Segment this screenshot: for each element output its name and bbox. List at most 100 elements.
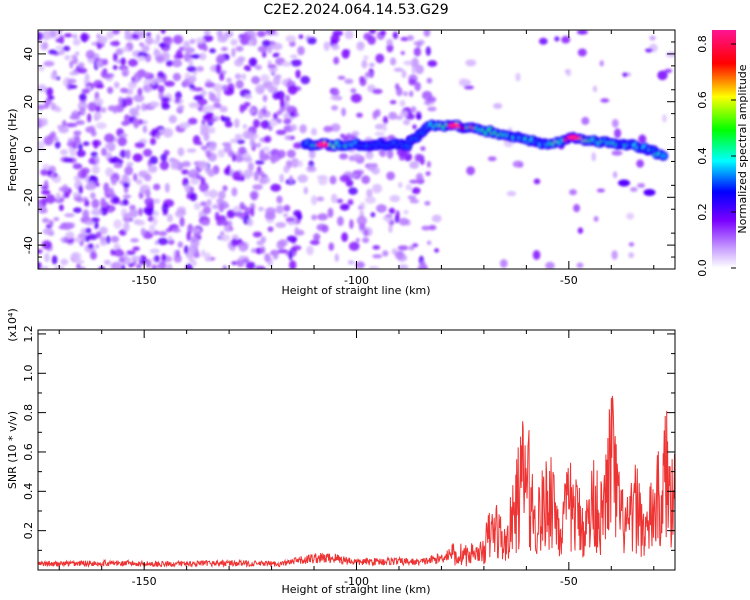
colorbar-label: Normalized spectral amplitude <box>736 64 749 233</box>
noise-blob <box>337 216 344 227</box>
y-tick-label: -40 <box>22 236 35 254</box>
noise-blob <box>348 241 360 251</box>
noise-blob <box>153 198 161 204</box>
noise-blob <box>40 169 49 176</box>
noise-blob <box>234 73 242 80</box>
noise-blob <box>290 124 298 131</box>
noise-blob <box>235 45 244 52</box>
noise-blob <box>289 175 294 184</box>
noise-blob <box>311 128 317 136</box>
noise-blob <box>235 80 244 89</box>
noise-blob <box>532 250 541 260</box>
noise-blob <box>110 177 117 186</box>
noise-blob <box>382 116 389 125</box>
noise-blob <box>63 33 73 38</box>
noise-blob <box>189 192 198 202</box>
y-tick-label: 0.6 <box>22 443 35 461</box>
noise-blob <box>157 85 165 93</box>
noise-blob <box>413 47 422 57</box>
noise-blob <box>84 199 90 207</box>
noise-blob <box>275 205 284 214</box>
noise-blob <box>122 194 132 199</box>
noise-blob <box>414 81 422 92</box>
noise-blob <box>416 41 422 48</box>
noise-blob <box>100 240 108 246</box>
noise-blob <box>263 135 272 143</box>
noise-blob <box>153 183 161 191</box>
noise-blob <box>51 255 58 265</box>
y-tick-label: 0.2 <box>22 522 35 540</box>
noise-blob <box>110 40 121 47</box>
noise-blob <box>350 88 357 94</box>
noise-blob <box>231 187 238 197</box>
noise-blob <box>38 140 45 151</box>
noise-blob <box>200 201 207 207</box>
noise-blob <box>382 216 393 221</box>
noise-blob <box>208 91 213 97</box>
noise-blob <box>78 62 85 69</box>
y-tick-label: -20 <box>22 188 35 206</box>
noise-blob <box>434 248 440 253</box>
noise-blob <box>407 195 417 200</box>
track-fragment <box>643 189 656 196</box>
noise-blob <box>569 189 577 196</box>
snr-panel: -150 -100 -50 0.2 0.4 0.6 0.8 1.0 1.2 Height of … <box>6 308 676 596</box>
noise-blob <box>367 35 376 45</box>
noise-blob <box>93 140 99 149</box>
noise-blob <box>365 72 373 77</box>
noise-blob <box>149 248 160 254</box>
noise-blob <box>382 123 387 132</box>
noise-blob <box>95 231 102 239</box>
noise-blob <box>38 249 43 254</box>
noise-blob <box>239 104 245 114</box>
noise-blob <box>62 157 74 163</box>
noise-blob <box>91 217 100 223</box>
noise-blob <box>135 178 143 185</box>
noise-blob <box>415 64 424 75</box>
noise-blob <box>243 169 254 178</box>
noise-blob <box>260 120 271 129</box>
noise-blob <box>72 192 80 197</box>
noise-blob <box>129 208 139 218</box>
noise-blob <box>188 102 199 109</box>
noise-blob <box>267 86 278 93</box>
noise-blob <box>349 219 354 230</box>
noise-blob <box>175 249 180 258</box>
noise-blob <box>60 258 69 266</box>
noise-blob <box>533 178 541 185</box>
noise-blob <box>183 245 189 255</box>
noise-blob <box>327 207 334 218</box>
noise-blob <box>244 94 253 100</box>
noise-blob <box>355 261 365 269</box>
noise-blob <box>554 36 560 42</box>
noise-blob <box>353 153 361 159</box>
noise-blob <box>81 88 90 94</box>
noise-blob <box>159 160 170 171</box>
noise-blob <box>132 153 143 162</box>
noise-blob <box>50 71 58 81</box>
noise-blob <box>190 236 198 244</box>
noise-blob <box>172 72 181 82</box>
noise-blob <box>426 240 432 245</box>
noise-blob <box>506 190 517 197</box>
noise-blob <box>64 193 70 198</box>
noise-blob <box>164 80 175 87</box>
noise-blob <box>222 265 227 269</box>
noise-blob <box>266 44 273 54</box>
noise-blob <box>262 146 270 151</box>
noise-blob <box>78 185 83 195</box>
noise-blob <box>62 45 71 52</box>
colorbar-tick-label: 0.2 <box>696 203 709 221</box>
noise-blob <box>204 82 216 88</box>
spectrogram-ylabel: Frequency (Hz) <box>6 109 19 192</box>
noise-blob <box>184 47 196 54</box>
noise-blob <box>341 107 346 117</box>
noise-blob <box>364 196 376 204</box>
noise-blob <box>286 149 296 158</box>
noise-blob <box>167 214 173 223</box>
noise-blob <box>276 195 283 204</box>
noise-blob <box>303 186 308 195</box>
noise-blob <box>577 227 584 234</box>
noise-blob <box>145 36 154 45</box>
noise-blob <box>105 235 111 244</box>
